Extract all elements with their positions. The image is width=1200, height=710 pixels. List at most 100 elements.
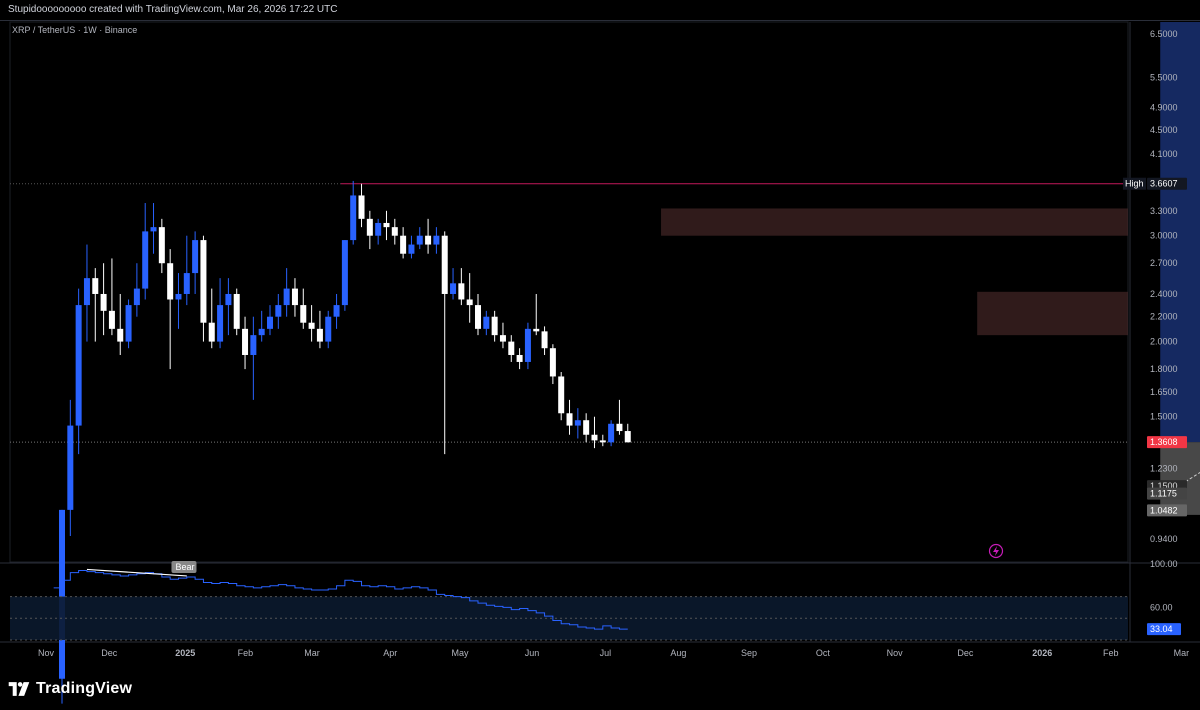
candle-body	[108, 310, 115, 329]
time-tick-label: Aug	[670, 648, 686, 658]
rsi-line	[53, 570, 628, 630]
price-tick-label: 6.5000	[1150, 29, 1178, 39]
last-price-badge: 1.3608	[1150, 437, 1178, 447]
candle-body	[425, 235, 432, 245]
supply-zone-1	[661, 208, 1128, 236]
candle-body	[366, 218, 373, 236]
candle-body	[117, 328, 124, 342]
candle-body	[158, 227, 165, 264]
candle-body	[333, 305, 340, 317]
price-tick-label: 2.7000	[1150, 258, 1178, 268]
candle-body	[258, 328, 265, 336]
time-tick-label: Nov	[38, 648, 55, 658]
candle-body	[92, 278, 99, 294]
time-tick-label: Jul	[600, 648, 612, 658]
candle-body	[475, 305, 481, 329]
rsi-tick-label: 60.00	[1150, 602, 1173, 612]
time-tick-label: May	[452, 648, 470, 658]
candle-body	[325, 316, 332, 342]
candle-body	[142, 231, 149, 289]
tradingview-logo-icon	[8, 682, 30, 696]
time-tick-label: Dec	[101, 648, 118, 658]
rsi-last-badge: 33.04	[1150, 624, 1173, 634]
time-tick-label: Feb	[1103, 648, 1119, 658]
high-label-bg	[1123, 177, 1146, 190]
level-badge-3: 1.0482	[1150, 505, 1178, 515]
price-tick-label: 0.9400	[1150, 534, 1178, 544]
brand-name: TradingView	[36, 680, 133, 697]
time-tick-label: Sep	[741, 648, 757, 658]
candle-body	[541, 331, 548, 349]
candle-body	[275, 305, 282, 317]
candle-body	[341, 240, 348, 306]
price-tick-label: 4.9000	[1150, 103, 1178, 113]
candle-body	[441, 235, 448, 294]
candle-body	[391, 227, 398, 236]
time-tick-label: Mar	[304, 648, 320, 658]
price-tick-label: 5.5000	[1150, 72, 1178, 82]
price-tick-label: 4.5000	[1150, 125, 1178, 135]
candle-body	[624, 431, 631, 443]
last-price-badge-bg	[1147, 436, 1187, 449]
price-tick-label: 3.3000	[1150, 206, 1178, 216]
time-tick-label: Mar	[1174, 648, 1190, 658]
projection-stop-zone	[1160, 442, 1200, 515]
candle-body	[533, 328, 540, 332]
candle-body	[167, 263, 174, 300]
candle-body	[300, 305, 307, 323]
candle-body	[566, 413, 573, 426]
projection-target-zone	[1160, 22, 1200, 443]
rsi-divergence-label: Bear	[175, 562, 194, 572]
time-tick-label: Dec	[957, 648, 974, 658]
high-price-badge: 3.6607	[1150, 179, 1178, 189]
candle-body	[208, 322, 215, 342]
candle-body	[450, 283, 457, 294]
price-tick-label: 1.6500	[1150, 387, 1178, 397]
candle-body	[599, 440, 606, 443]
time-tick-label: Jun	[525, 648, 540, 658]
time-tick-label: Apr	[383, 648, 397, 658]
candle-body	[291, 288, 298, 306]
candle-body	[75, 305, 82, 426]
candle-body	[316, 328, 323, 342]
candle-body	[267, 316, 273, 329]
candle-body	[192, 240, 199, 274]
candle-body	[200, 240, 207, 323]
divergence-label-bg	[171, 561, 197, 573]
price-tick-label: 4.1000	[1150, 149, 1178, 159]
candle-body	[358, 195, 365, 219]
candle-body	[67, 425, 74, 510]
candle-body	[150, 227, 157, 232]
time-tick-label: 2025	[175, 648, 195, 658]
candle-body	[416, 235, 423, 245]
candle-body	[250, 335, 257, 355]
candle-body	[558, 376, 565, 414]
high-price-badge-bg	[1147, 177, 1187, 190]
candle-body	[233, 293, 240, 329]
candle-body	[308, 322, 315, 329]
price-tick-label: 2.0000	[1150, 337, 1178, 347]
candle-body	[375, 222, 382, 236]
candle-body	[383, 222, 390, 228]
symbol-label: XRP / TetherUS · 1W · Binance	[12, 25, 138, 35]
price-tick-label: 1.2300	[1150, 464, 1178, 474]
candle-body	[100, 293, 107, 311]
alert-icon	[988, 543, 1004, 559]
price-tick-label: 2.4000	[1150, 289, 1178, 299]
price-tick-label: 1.8000	[1150, 364, 1178, 374]
level-badge-2-bg	[1147, 487, 1187, 500]
candle-body	[591, 434, 598, 441]
chart-attribution: Stupidooooooooo created with TradingView…	[8, 4, 338, 15]
time-tick-label: Feb	[238, 648, 254, 658]
level-badge-1: 1.1500	[1150, 481, 1178, 491]
candle-body	[616, 423, 623, 432]
candle-body	[524, 328, 531, 362]
header-divider	[0, 20, 1200, 21]
candle-body	[458, 283, 465, 300]
candle-body	[408, 244, 415, 254]
rsi-last-badge-bg	[1147, 623, 1181, 636]
candle-body	[433, 235, 440, 245]
candle-body	[466, 299, 473, 306]
candle-body	[133, 288, 140, 306]
